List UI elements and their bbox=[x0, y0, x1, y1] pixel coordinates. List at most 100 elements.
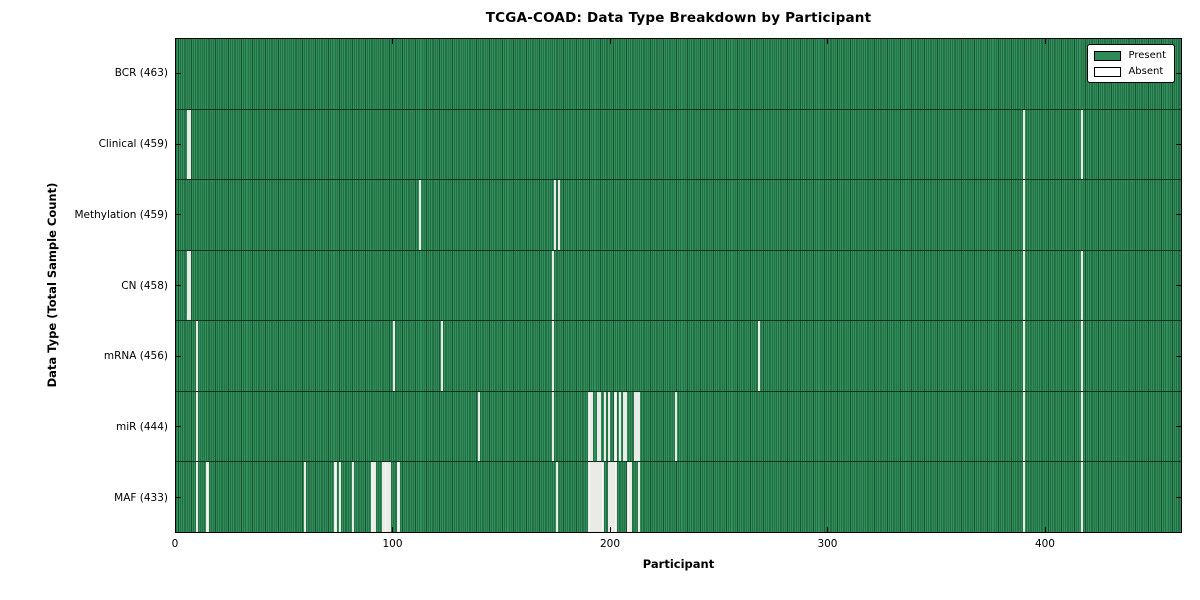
y-tick-right bbox=[1176, 285, 1181, 286]
y-tick-left bbox=[176, 144, 181, 145]
x-tick-top bbox=[175, 39, 176, 44]
x-tick-label-0: 0 bbox=[172, 538, 179, 550]
absent-mark bbox=[1081, 110, 1083, 180]
figure: TCGA-COAD: Data Type Breakdown by Partic… bbox=[0, 0, 1200, 600]
legend-label: Present bbox=[1128, 50, 1166, 61]
absent-mark bbox=[608, 392, 610, 462]
y-tick-left bbox=[176, 214, 181, 215]
y-tick-right bbox=[1176, 356, 1181, 357]
legend-swatch-absent bbox=[1094, 67, 1121, 77]
y-tick-right bbox=[1176, 144, 1181, 145]
heatmap-rows bbox=[176, 39, 1181, 532]
absent-mark bbox=[630, 462, 632, 532]
y-tick-left bbox=[176, 73, 181, 74]
absent-mark bbox=[1023, 110, 1025, 180]
absent-mark bbox=[625, 392, 627, 462]
absent-mark bbox=[397, 462, 399, 532]
y-tick-left bbox=[176, 426, 181, 427]
heatmap-row-BCR bbox=[176, 39, 1181, 110]
absent-mark bbox=[619, 392, 621, 462]
x-tick-top bbox=[392, 39, 393, 44]
y-tick-left bbox=[176, 356, 181, 357]
absent-mark bbox=[189, 251, 191, 321]
absent-mark bbox=[614, 462, 616, 532]
absent-mark bbox=[189, 110, 191, 180]
y-tick-right bbox=[1176, 73, 1181, 74]
absent-mark bbox=[304, 462, 306, 532]
absent-mark bbox=[552, 251, 554, 321]
heatmap-row-miR bbox=[176, 392, 1181, 463]
absent-mark bbox=[1023, 462, 1025, 532]
heatmap-row-Clinical bbox=[176, 110, 1181, 181]
heatmap-row-mRNA bbox=[176, 321, 1181, 392]
absent-mark bbox=[196, 392, 198, 462]
legend-item-present: Present bbox=[1094, 50, 1166, 61]
x-tick-label-200: 200 bbox=[600, 538, 620, 550]
plot-area: Present Absent bbox=[175, 38, 1182, 533]
y-tick-label-BCR: BCR (463) bbox=[115, 67, 168, 79]
legend: Present Absent bbox=[1087, 44, 1175, 83]
absent-mark bbox=[1023, 321, 1025, 391]
absent-mark bbox=[601, 462, 603, 532]
y-tick-label-Clinical: Clinical (459) bbox=[99, 138, 168, 150]
x-tick-label-100: 100 bbox=[382, 538, 402, 550]
x-tick-top bbox=[1045, 39, 1046, 44]
y-tick-label-Methylation: Methylation (459) bbox=[74, 209, 168, 221]
absent-mark bbox=[604, 392, 606, 462]
absent-mark bbox=[614, 392, 616, 462]
absent-mark bbox=[638, 462, 640, 532]
heatmap-row-Methylation bbox=[176, 180, 1181, 251]
y-tick-right bbox=[1176, 497, 1181, 498]
y-tick-left bbox=[176, 497, 181, 498]
absent-mark bbox=[1023, 180, 1025, 250]
x-tick-label-400: 400 bbox=[1035, 538, 1055, 550]
legend-swatch-present bbox=[1094, 51, 1121, 61]
x-axis-label: Participant bbox=[175, 557, 1182, 571]
absent-mark bbox=[1081, 392, 1083, 462]
absent-mark bbox=[1081, 321, 1083, 391]
absent-mark bbox=[1081, 462, 1083, 532]
absent-mark bbox=[389, 462, 391, 532]
absent-mark bbox=[1023, 251, 1025, 321]
legend-label: Absent bbox=[1128, 66, 1163, 77]
absent-mark bbox=[196, 321, 198, 391]
absent-mark bbox=[196, 462, 198, 532]
absent-mark bbox=[374, 462, 376, 532]
x-tick-top bbox=[827, 39, 828, 44]
absent-mark bbox=[591, 392, 593, 462]
absent-mark bbox=[599, 392, 601, 462]
absent-mark bbox=[334, 462, 336, 532]
absent-mark bbox=[206, 462, 208, 532]
absent-mark bbox=[441, 321, 443, 391]
x-tick-bottom bbox=[827, 527, 828, 532]
absent-mark bbox=[339, 462, 341, 532]
absent-mark bbox=[393, 321, 395, 391]
y-tick-right bbox=[1176, 214, 1181, 215]
absent-mark bbox=[556, 462, 558, 532]
absent-mark bbox=[478, 392, 480, 462]
y-tick-right bbox=[1176, 426, 1181, 427]
absent-mark bbox=[638, 392, 640, 462]
absent-mark bbox=[675, 392, 677, 462]
absent-mark bbox=[552, 392, 554, 462]
absent-mark bbox=[558, 180, 560, 250]
x-tick-bottom bbox=[175, 527, 176, 532]
y-tick-label-mRNA: mRNA (456) bbox=[104, 350, 168, 362]
heatmap-row-MAF bbox=[176, 462, 1181, 532]
absent-mark bbox=[352, 462, 354, 532]
x-tick-bottom bbox=[392, 527, 393, 532]
absent-mark bbox=[1023, 392, 1025, 462]
legend-item-absent: Absent bbox=[1094, 66, 1166, 77]
y-tick-label-CN: CN (458) bbox=[121, 280, 168, 292]
absent-mark bbox=[552, 321, 554, 391]
x-tick-bottom bbox=[610, 527, 611, 532]
x-tick-top bbox=[610, 39, 611, 44]
x-tick-bottom bbox=[1045, 527, 1046, 532]
y-axis-label: Data Type (Total Sample Count) bbox=[45, 183, 59, 388]
y-tick-label-miR: miR (444) bbox=[116, 421, 168, 433]
absent-mark bbox=[758, 321, 760, 391]
absent-mark bbox=[1081, 251, 1083, 321]
absent-mark bbox=[554, 180, 556, 250]
absent-mark bbox=[419, 180, 421, 250]
chart-title: TCGA-COAD: Data Type Breakdown by Partic… bbox=[175, 10, 1182, 26]
